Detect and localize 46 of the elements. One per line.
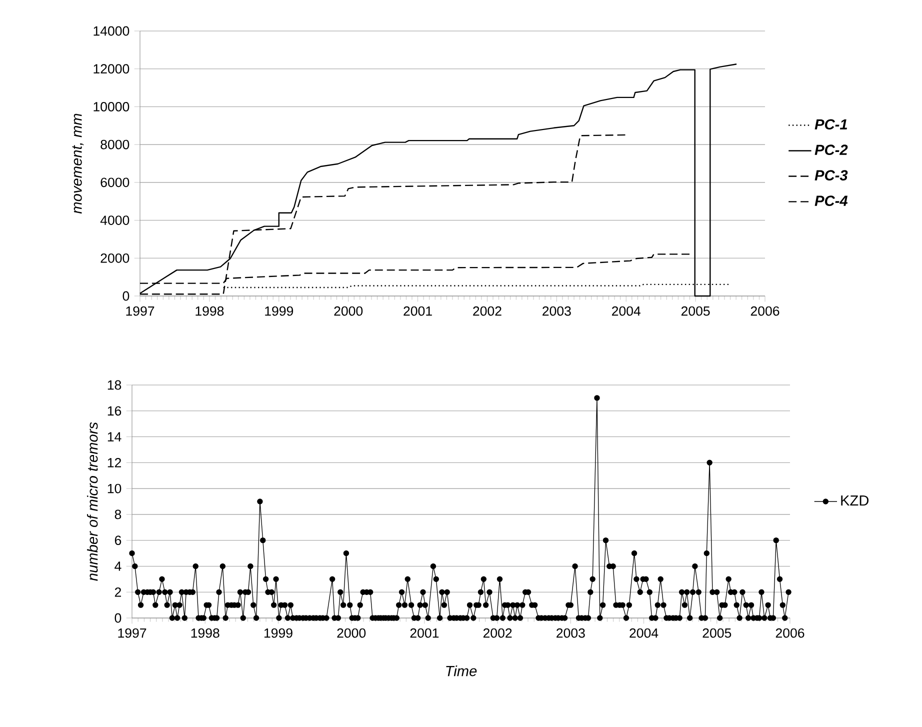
y-tick-label: 6 — [114, 536, 122, 546]
y-tick-label: 8000 — [100, 140, 130, 150]
x-tick-label: 2000 — [334, 306, 363, 316]
x-tick-label: 2002 — [483, 628, 512, 638]
y-tick-label: 12000 — [94, 64, 130, 74]
y-axis-title: movement, mm — [72, 114, 84, 214]
y-tick-label: 6000 — [100, 178, 130, 188]
x-tick-label: 2003 — [556, 628, 585, 638]
x-tick-label: 2004 — [612, 306, 640, 316]
x-tick-label: 2006 — [776, 628, 804, 638]
legend-label: PC-1 — [814, 119, 848, 130]
x-tick-label: 2005 — [702, 628, 732, 638]
legend-label: KZD — [841, 495, 869, 506]
x-tick-label: 2004 — [630, 628, 658, 638]
y-tick-label: 14 — [108, 432, 122, 442]
x-tick-label: 1998 — [191, 628, 220, 638]
x-tick-label: 2005 — [681, 306, 710, 316]
x-tick-label: 2006 — [750, 306, 780, 316]
y-tick-label: 4000 — [100, 216, 130, 225]
x-tick-label: 1998 — [196, 306, 224, 316]
y-tick-label: 12 — [108, 458, 121, 468]
y-tick-label: 4 — [114, 562, 122, 571]
y-tick-label: 0 — [114, 613, 122, 623]
x-tick-label: 2001 — [404, 306, 432, 316]
x-tick-label: 2003 — [542, 306, 571, 316]
y-tick-label: 2 — [114, 587, 122, 597]
x-tick-label: 1997 — [118, 628, 146, 638]
x-tick-label: 1997 — [126, 306, 154, 316]
y-tick-label: 2000 — [100, 253, 130, 263]
y-tick-label: 8 — [114, 510, 122, 520]
y-tick-label: 14000 — [94, 26, 130, 36]
x-tick-label: 2001 — [410, 628, 439, 638]
y-tick-label: 0 — [122, 291, 130, 301]
y-tick-label: 10000 — [94, 102, 130, 112]
x-tick-label: 2002 — [473, 306, 502, 316]
x-tick-label: 1999 — [264, 628, 292, 638]
legend-label: PC-2 — [814, 144, 848, 156]
legend-label: PC-3 — [814, 170, 848, 180]
y-axis-title: number of micro tremors — [87, 422, 98, 581]
y-tick-label: 18 — [108, 380, 122, 390]
y-tick-label: 16 — [108, 406, 122, 416]
legend-label: PC-4 — [814, 196, 848, 206]
x-tick-label: 2000 — [337, 628, 366, 638]
y-tick-label: 10 — [108, 484, 122, 494]
x-tick-label: 1999 — [265, 306, 294, 316]
x-axis-title: Time — [446, 665, 477, 676]
